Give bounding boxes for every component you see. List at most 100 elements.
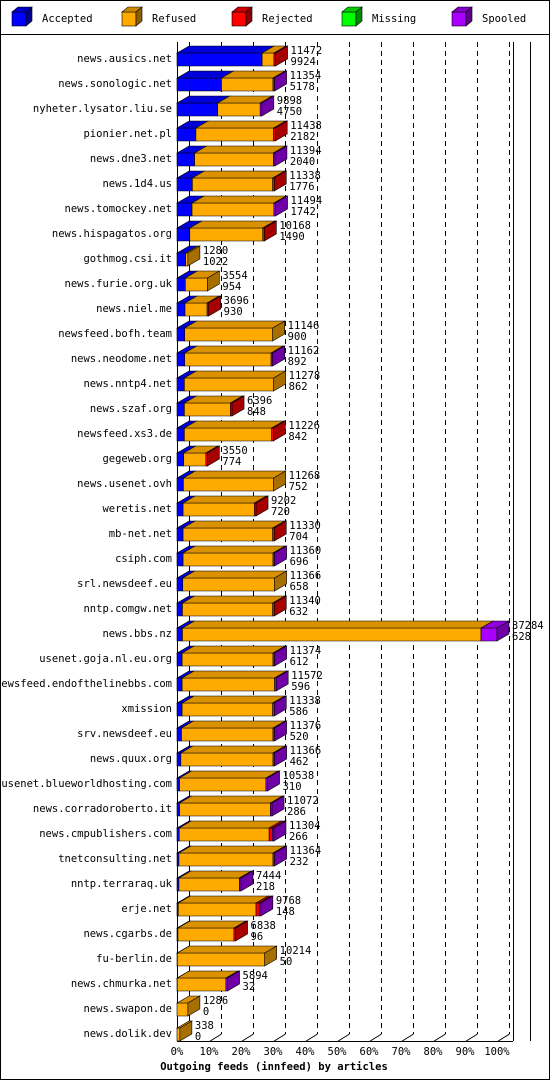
bar-segment-side — [273, 470, 286, 492]
accepted-label: 658 — [290, 581, 309, 593]
offered-label: 10168 — [279, 220, 311, 232]
tick-mark — [465, 1033, 478, 1042]
accepted-label: 862 — [289, 381, 308, 393]
accepted-label: 752 — [289, 481, 308, 493]
bar-segment — [217, 102, 261, 117]
bar-segment — [480, 627, 498, 642]
bar-segment — [176, 252, 186, 267]
accepted-label: 266 — [289, 831, 308, 843]
offered-label: 6838 — [251, 920, 276, 932]
accepted-label: 148 — [276, 906, 295, 918]
accepted-label: 900 — [288, 331, 307, 343]
bar-segment — [176, 177, 193, 192]
y-tick-label: srl.newsdeef.eu — [77, 578, 172, 590]
bar-segment-side — [273, 520, 287, 542]
bar-segment-side — [273, 170, 287, 192]
bar-segment-side — [273, 695, 287, 717]
legend-swatch-side — [25, 6, 33, 27]
bar-segment-top — [181, 645, 287, 654]
offered-label: 11394 — [290, 145, 322, 157]
tick-mark — [305, 1033, 318, 1042]
tick-mark — [337, 1033, 350, 1042]
y-tick-label: newsfeed.endofthelinebbs.com — [0, 678, 172, 690]
offered-label: 11162 — [288, 345, 320, 357]
offered-label: 11438 — [290, 120, 322, 132]
bar-segment-top — [181, 670, 288, 679]
offered-label: 1286 — [203, 995, 228, 1007]
accepted-label: 0 — [195, 1031, 201, 1043]
offered-label: 11366 — [290, 570, 322, 582]
y-tick-label: nyheter.lysator.liu.se — [33, 103, 172, 115]
offered-label: 3696 — [224, 295, 249, 307]
bar-segment-side — [187, 995, 201, 1017]
legend-label: Refused — [152, 13, 196, 25]
bar-segment — [176, 77, 222, 92]
x-tick-label: 80% — [424, 1046, 444, 1058]
bar-segment — [184, 377, 274, 392]
offered-label: 9898 — [277, 95, 302, 107]
y-tick-label: news.swapon.de — [83, 1003, 172, 1015]
offered-label: 9202 — [271, 495, 296, 507]
y-tick-label: newsfeed.xs3.de — [77, 428, 172, 440]
bar-segment-side — [261, 95, 275, 117]
y-tick-label: erje.net — [121, 903, 172, 915]
y-tick-label: news.1d4.us — [102, 178, 172, 190]
bar-segment — [176, 477, 184, 492]
bar-segment — [179, 802, 271, 817]
bar-segment-top — [180, 720, 287, 729]
bar-segment-top — [181, 545, 287, 554]
legend-swatch-side — [245, 6, 253, 27]
bar-segment — [180, 752, 274, 767]
bar-segment — [268, 827, 273, 842]
y-tick-label: news.nntp4.net — [83, 378, 172, 390]
bar-segment-top — [179, 745, 287, 754]
bar-segment — [176, 602, 183, 617]
offered-label: 11494 — [291, 195, 323, 207]
bar-segment — [176, 327, 185, 342]
offered-label: 11146 — [288, 320, 320, 332]
bar-segment — [183, 477, 274, 492]
bar-segment — [182, 552, 274, 567]
bar-segment — [176, 577, 184, 592]
y-tick-label: srv.newsdeef.eu — [77, 728, 172, 740]
bar-segment — [176, 127, 197, 142]
bar-segment — [176, 452, 185, 467]
bar-segment-side — [272, 345, 285, 367]
bar-segment — [191, 202, 275, 217]
y-tick-label: news.corradoroberto.it — [33, 803, 172, 815]
accepted-label: 2040 — [290, 156, 315, 168]
y-tick-label: weretis.net — [102, 503, 172, 515]
x-axis-title: Outgoing feeds (innfeed) by articles — [160, 1061, 388, 1073]
accepted-label: 32 — [243, 981, 256, 993]
bar-segment — [178, 852, 274, 867]
bar-segment — [179, 777, 267, 792]
bar-segment — [176, 802, 180, 817]
y-tick-label: gegeweb.org — [102, 453, 172, 465]
legend-swatch-side — [135, 6, 143, 27]
y-tick-label: news.cgarbs.de — [83, 928, 172, 940]
bar-segment — [176, 352, 185, 367]
y-tick-label: news.sonologic.net — [58, 78, 172, 90]
bar-segment-side — [272, 320, 285, 342]
bar-segment — [176, 677, 183, 692]
y-tick-label: news.quux.org — [90, 753, 172, 765]
bar-segment-side — [275, 670, 289, 692]
bar-segment-top — [178, 820, 283, 829]
bar-segment-side — [207, 445, 220, 467]
y-tick-label: usenet.blueworldhosting.com — [1, 778, 172, 790]
bar-segment — [176, 527, 184, 542]
bar-segment-top — [181, 570, 288, 579]
offered-label: 338 — [195, 1020, 214, 1032]
x-tick-label: 20% — [232, 1046, 252, 1058]
bar-segment — [185, 277, 208, 292]
bar-segment-side — [179, 1020, 193, 1042]
bar-segment — [181, 702, 273, 717]
bar-segment-side — [260, 895, 274, 917]
y-tick-label: nntp.terraraq.uk — [71, 878, 173, 890]
bar-segment — [183, 452, 207, 467]
bar-segment-top — [181, 695, 286, 704]
bar-segment-side — [207, 270, 220, 292]
offered-label: 9768 — [276, 895, 301, 907]
bar-segment-side — [208, 295, 221, 317]
accepted-label: 0 — [203, 1006, 209, 1018]
